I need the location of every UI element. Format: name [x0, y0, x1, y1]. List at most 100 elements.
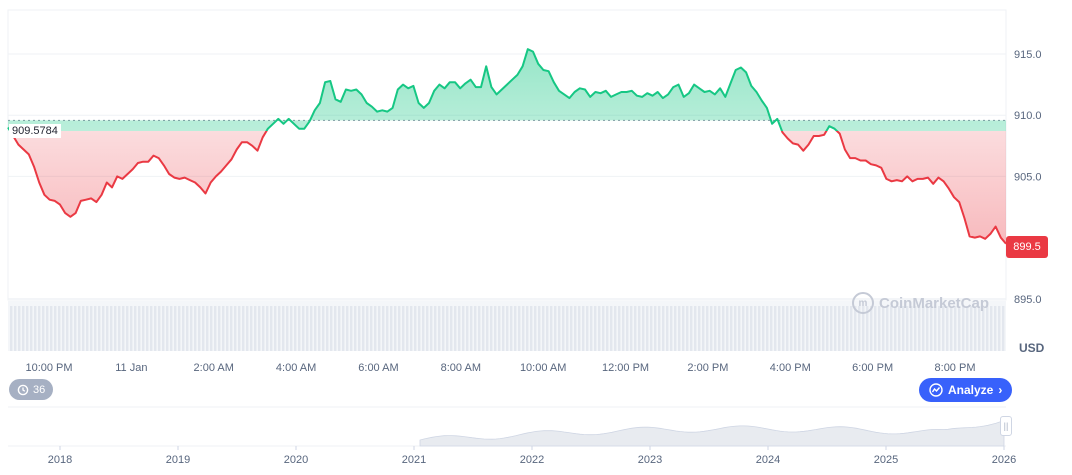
- watermark: m CoinMarketCap: [852, 292, 989, 314]
- volume-bar: [490, 306, 493, 351]
- volume-bar: [750, 306, 753, 351]
- volume-bar: [538, 306, 541, 351]
- volume-bar: [210, 306, 213, 351]
- volume-bar: [230, 306, 233, 351]
- volume-bar: [150, 306, 153, 351]
- volume-bar: [974, 306, 977, 351]
- volume-bar: [350, 306, 353, 351]
- volume-bar: [510, 306, 513, 351]
- volume-bar: [342, 306, 345, 351]
- series-line-up: [7, 48, 839, 131]
- volume-bar: [774, 306, 777, 351]
- volume-bar: [130, 306, 133, 351]
- navigator-year-label: 2019: [166, 454, 190, 466]
- volume-bar: [806, 306, 809, 351]
- volume-bar: [506, 306, 509, 351]
- volume-bar: [82, 306, 85, 351]
- volume-bar: [570, 306, 573, 351]
- volume-bar: [246, 306, 249, 351]
- volume-bar: [858, 306, 861, 351]
- volume-bar: [734, 306, 737, 351]
- volume-bar: [726, 306, 729, 351]
- volume-bar: [414, 306, 417, 351]
- volume-bar: [754, 306, 757, 351]
- volume-bar: [598, 306, 601, 351]
- volume-bar: [34, 306, 37, 351]
- volume-bar: [782, 306, 785, 351]
- x-tick-label: 6:00 AM: [358, 362, 398, 374]
- volume-bar: [950, 306, 953, 351]
- volume-bar: [694, 306, 697, 351]
- volume-bar: [526, 306, 529, 351]
- volume-bar: [306, 306, 309, 351]
- history-button[interactable]: 36: [9, 379, 54, 400]
- volume-bar: [558, 306, 561, 351]
- volume-bar: [62, 306, 65, 351]
- range-navigator[interactable]: 2018 2019 2020 2021 2022 2023 2024 2025 2026: [8, 406, 1016, 466]
- volume-bar: [826, 306, 829, 351]
- x-tick-label: 10:00 PM: [25, 362, 72, 374]
- volume-bar: [654, 306, 657, 351]
- volume-bar: [838, 306, 841, 351]
- volume-bar: [790, 306, 793, 351]
- volume-bar: [606, 306, 609, 351]
- volume-bar: [382, 306, 385, 351]
- x-tick-label: 11 Jan: [115, 362, 147, 374]
- current-price-badge: 899.5: [1006, 236, 1048, 258]
- volume-bar: [846, 306, 849, 351]
- price-line: [7, 48, 1007, 245]
- volume-bar: [370, 306, 373, 351]
- range-handle[interactable]: ||: [1000, 416, 1012, 436]
- volume-bar: [430, 306, 433, 351]
- volume-bar: [170, 306, 173, 351]
- navigator-year-label: 2021: [402, 454, 426, 466]
- volume-bar: [70, 306, 73, 351]
- navigator-year-label: 2023: [638, 454, 662, 466]
- volume-bar: [690, 306, 693, 351]
- volume-bar: [274, 306, 277, 351]
- volume-bar: [118, 306, 121, 351]
- volume-bar: [878, 306, 881, 351]
- navigator-year-label: 2020: [284, 454, 308, 466]
- volume-bar: [730, 306, 733, 351]
- volume-bar: [270, 306, 273, 351]
- volume-bar: [166, 306, 169, 351]
- history-clock-icon: [17, 384, 29, 395]
- volume-bar: [386, 306, 389, 351]
- volume-bar: [26, 306, 29, 351]
- y-tick-label: 895.0: [1014, 294, 1042, 306]
- volume-bar: [234, 306, 237, 351]
- volume-bar: [886, 306, 889, 351]
- analyze-button[interactable]: Analyze ›: [919, 378, 1013, 402]
- volume-bar: [302, 306, 305, 351]
- volume-bar: [714, 306, 717, 351]
- volume-bar: [994, 306, 997, 351]
- volume-bar: [850, 306, 853, 351]
- volume-bar: [522, 306, 525, 351]
- volume-bar: [982, 306, 985, 351]
- volume-bar: [562, 306, 565, 351]
- volume-bar: [434, 306, 437, 351]
- volume-bar: [358, 306, 361, 351]
- volume-bar: [934, 306, 937, 351]
- volume-bar: [78, 306, 81, 351]
- volume-bar: [318, 306, 321, 351]
- volume-bar: [866, 306, 869, 351]
- y-tick-label: 910.0: [1014, 110, 1042, 122]
- volume-bar: [926, 306, 929, 351]
- series-line-down: [8, 131, 1007, 245]
- volume-bar: [178, 306, 181, 351]
- volume-bar: [486, 306, 489, 351]
- volume-bar: [478, 306, 481, 351]
- volume-bar: [590, 306, 593, 351]
- x-tick-label: 8:00 AM: [441, 362, 481, 374]
- volume-bar: [90, 306, 93, 351]
- volume-bar: [938, 306, 941, 351]
- analyze-chart-icon: [929, 383, 943, 397]
- volume-bar: [546, 306, 549, 351]
- volume-bar: [874, 306, 877, 351]
- x-tick-label: 2:00 PM: [687, 362, 728, 374]
- volume-bar: [862, 306, 865, 351]
